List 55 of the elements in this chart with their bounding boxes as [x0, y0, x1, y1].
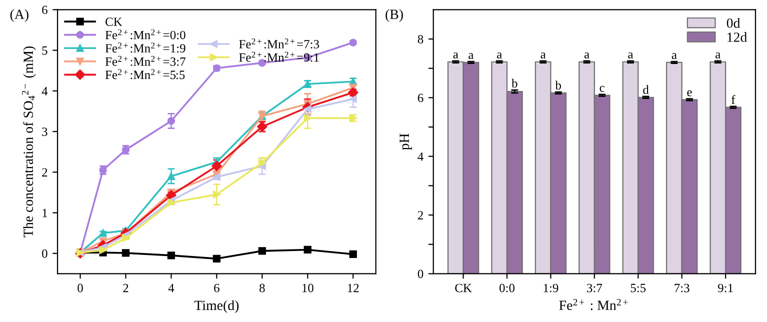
x-tick-label: 0: [78, 284, 83, 292]
data-label: a: [628, 52, 634, 58]
chart-title: (B): [386, 9, 403, 22]
data-label: a: [716, 52, 721, 58]
y-tick-label: 5: [42, 46, 48, 55]
y-tick-label: 2: [418, 211, 423, 220]
x-tick-label: CK: [455, 284, 472, 292]
x-tick-label: 5:5: [630, 284, 646, 292]
data-label: a: [584, 52, 590, 58]
y-axis-title: The concentration of SO$_{4}$$^{2−}$ (mM): [22, 46, 36, 238]
x-tick-label: 6: [214, 284, 220, 292]
y-tick-label: 6: [418, 94, 424, 102]
legend-label: Fe$^{2+}$:Mn$^{2+}$=7:3: [239, 38, 320, 48]
legend-label: 12d: [728, 32, 747, 42]
legend-label: Fe$^{2+}$:Mn$^{2+}$=0:0: [105, 29, 186, 40]
data-label: d: [643, 85, 649, 94]
legend-label: CK: [106, 18, 122, 26]
x-tick-label: 8: [260, 284, 265, 292]
data-label: a: [497, 52, 502, 58]
y-tick-label: 0: [42, 249, 48, 258]
x-tick-label: 0:0: [499, 284, 515, 292]
x-tick-label: 12: [348, 284, 359, 292]
data-label: e: [687, 90, 692, 96]
y-tick-label: 6: [42, 6, 48, 14]
x-tick-label: 3:7: [587, 284, 602, 292]
x-tick-label: 4: [168, 284, 174, 292]
x-tick-label: 10: [302, 284, 314, 292]
y-tick-label: 4: [42, 87, 48, 96]
chart-title: (A): [10, 9, 28, 22]
y-tick-label: 1: [42, 208, 48, 218]
y-tick-label: 4: [418, 152, 424, 161]
data-label: a: [540, 52, 546, 58]
x-tick-label: 7:3: [674, 284, 690, 292]
data-label: a: [453, 52, 458, 58]
legend-label: Fe$^{2+}$:Mn$^{2+}$=3:7: [105, 56, 186, 66]
x-tick-label: 9:1: [718, 284, 733, 292]
legend-label: Fe$^{2+}$:Mn$^{2+}$=9:1: [239, 52, 319, 62]
x-tick-label: 1:9: [544, 284, 558, 292]
data-label: c: [600, 86, 604, 92]
y-axis-title: pH: [400, 134, 412, 150]
legend-label: Fe$^{2+}$:Mn$^{2+}$=1:9: [105, 42, 186, 53]
data-label: b: [512, 78, 518, 88]
data-label: a: [468, 53, 474, 60]
x-axis-title: Fe$^{2+}$ : Mn$^{2+}$: [559, 298, 628, 310]
x-tick-label: 2: [123, 284, 128, 292]
data-label: f: [732, 95, 736, 104]
y-tick-label: 2: [42, 168, 48, 176]
data-label: b: [555, 80, 562, 90]
x-axis-title: Time(d): [194, 300, 239, 313]
legend-label: Fe$^{2+}$:Mn$^{2+}$=5:5: [105, 69, 185, 80]
data-label: a: [672, 53, 677, 60]
legend-label: 0d: [726, 18, 740, 28]
y-tick-label: 0: [418, 270, 424, 278]
y-tick-label: 3: [42, 128, 48, 136]
y-tick-label: 8: [418, 35, 424, 44]
